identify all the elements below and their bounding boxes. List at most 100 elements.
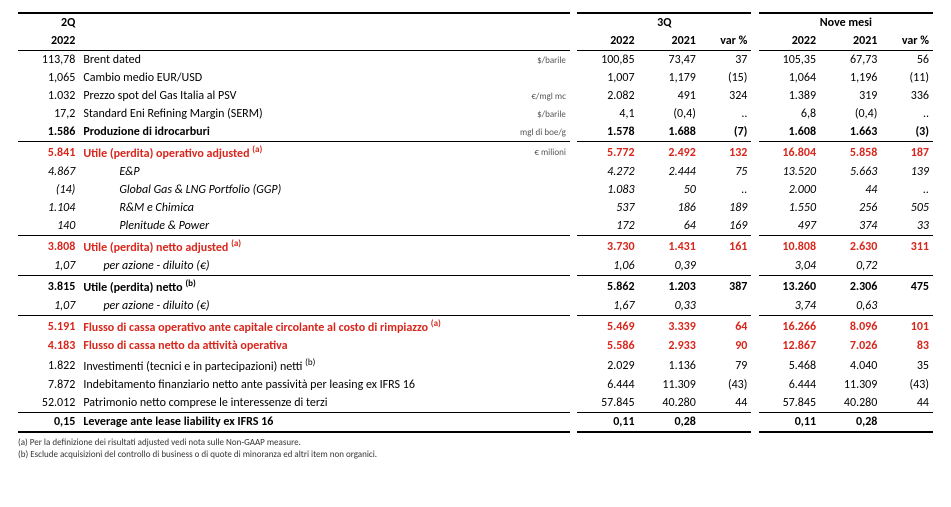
cell: 1,065 xyxy=(18,69,79,87)
cell: 1.203 xyxy=(639,276,700,298)
cell: 4.272 xyxy=(577,163,638,181)
cell: 505 xyxy=(881,199,933,217)
table-row: 1,07per azione - diluito (€)1,670,333,74… xyxy=(18,297,933,316)
unit xyxy=(509,394,570,413)
row-label: Investimenti (tecnici e in partecipazion… xyxy=(79,355,508,376)
row-label: Produzione di idrocarburi xyxy=(79,123,508,142)
cell: 5.772 xyxy=(577,142,638,164)
hdr-3q: 3Q xyxy=(577,13,751,32)
cell: 1.431 xyxy=(639,236,700,258)
footnote-line: (a) Per la definizione dei risultati adj… xyxy=(18,437,933,449)
cell: 256 xyxy=(820,199,881,217)
hdr-3q-var: var % xyxy=(700,32,752,51)
unit xyxy=(509,316,570,338)
cell: 64 xyxy=(639,217,700,236)
table-row: 5.841Utile (perdita) operativo adjusted … xyxy=(18,142,933,164)
cell: 50 xyxy=(639,181,700,199)
cell: 3,04 xyxy=(759,257,820,276)
cell: (11) xyxy=(881,69,933,87)
hdr-nine: Nove mesi xyxy=(759,13,933,32)
cell: 0,28 xyxy=(820,413,881,433)
row-label: per azione - diluito (€) xyxy=(79,297,508,316)
cell: 497 xyxy=(759,217,820,236)
unit xyxy=(509,236,570,258)
table-row: (14)Global Gas & LNG Portfolio (GGP)1.08… xyxy=(18,181,933,199)
row-label: R&M e Chimica xyxy=(79,199,508,217)
cell: 1,06 xyxy=(577,257,638,276)
cell: 1.578 xyxy=(577,123,638,142)
unit xyxy=(509,163,570,181)
row-label: Prezzo spot del Gas Italia al PSV xyxy=(79,87,508,105)
unit xyxy=(509,337,570,355)
table-row: 52.012Patrimonio netto comprese le inter… xyxy=(18,394,933,413)
cell: 2.444 xyxy=(639,163,700,181)
cell: 37 xyxy=(700,51,752,70)
cell: 0,15 xyxy=(18,413,79,433)
cell: 5.858 xyxy=(820,142,881,164)
cell: 16.266 xyxy=(759,316,820,338)
cell: 5.663 xyxy=(820,163,881,181)
cell: 8.096 xyxy=(820,316,881,338)
cell: 186 xyxy=(639,199,700,217)
cell: 311 xyxy=(881,236,933,258)
cell: (43) xyxy=(700,376,752,394)
cell: 336 xyxy=(881,87,933,105)
cell: .. xyxy=(700,181,752,199)
cell: 56 xyxy=(881,51,933,70)
cell: 2.630 xyxy=(820,236,881,258)
table-row: 1,065Cambio medio EUR/USD1,0071,179(15)1… xyxy=(18,69,933,87)
cell: 100,85 xyxy=(577,51,638,70)
cell: 187 xyxy=(881,142,933,164)
cell: 101 xyxy=(881,316,933,338)
cell: 75 xyxy=(700,163,752,181)
financial-summary-table: 2Q 3Q Nove mesi 2022 2022 2021 var % 202… xyxy=(18,12,933,433)
row-label: Leverage ante lease liability ex IFRS 16 xyxy=(79,413,508,433)
table-row: 140Plenitude & Power1726416949737433 xyxy=(18,217,933,236)
hdr-3q-2021: 2021 xyxy=(639,32,700,51)
cell: (0,4) xyxy=(639,105,700,123)
cell: 105,35 xyxy=(759,51,820,70)
unit xyxy=(509,181,570,199)
table-row: 5.191Flusso di cassa operativo ante capi… xyxy=(18,316,933,338)
row-label: Plenitude & Power xyxy=(79,217,508,236)
cell: 44 xyxy=(820,181,881,199)
cell: 44 xyxy=(700,394,752,413)
footnote-line: (b) Esclude acquisizioni del controllo d… xyxy=(18,449,933,461)
cell: 1,07 xyxy=(18,297,79,316)
cell: 35 xyxy=(881,355,933,376)
cell: 387 xyxy=(700,276,752,298)
hdr-n-var: var % xyxy=(881,32,933,51)
cell: 0,63 xyxy=(820,297,881,316)
cell: 1,007 xyxy=(577,69,638,87)
cell: 5.191 xyxy=(18,316,79,338)
cell: 16.804 xyxy=(759,142,820,164)
cell: 5.469 xyxy=(577,316,638,338)
cell: 5.862 xyxy=(577,276,638,298)
cell: 2.933 xyxy=(639,337,700,355)
cell: 1.663 xyxy=(820,123,881,142)
cell xyxy=(700,413,752,433)
cell xyxy=(700,297,752,316)
cell: 5.841 xyxy=(18,142,79,164)
table-row: 7.872Indebitamento finanziario netto ant… xyxy=(18,376,933,394)
cell: 1.136 xyxy=(639,355,700,376)
cell: 0,39 xyxy=(639,257,700,276)
cell: 17,2 xyxy=(18,105,79,123)
cell xyxy=(700,257,752,276)
cell: 13.520 xyxy=(759,163,820,181)
cell: 90 xyxy=(700,337,752,355)
table-row: 1,07per azione - diluito (€)1,060,393,04… xyxy=(18,257,933,276)
hdr-2q: 2Q xyxy=(18,13,79,32)
row-label: Patrimonio netto comprese le interessenz… xyxy=(79,394,508,413)
cell: 5.468 xyxy=(759,355,820,376)
cell: 1.550 xyxy=(759,199,820,217)
cell: 4.867 xyxy=(18,163,79,181)
unit xyxy=(509,413,570,433)
table-row: 0,15Leverage ante lease liability ex IFR… xyxy=(18,413,933,433)
cell: 52.012 xyxy=(18,394,79,413)
table-row: 4.867E&P4.2722.4447513.5205.663139 xyxy=(18,163,933,181)
table-row: 1.032Prezzo spot del Gas Italia al PSV€/… xyxy=(18,87,933,105)
cell: 73,47 xyxy=(639,51,700,70)
cell: 1,67 xyxy=(577,297,638,316)
cell: 1.032 xyxy=(18,87,79,105)
